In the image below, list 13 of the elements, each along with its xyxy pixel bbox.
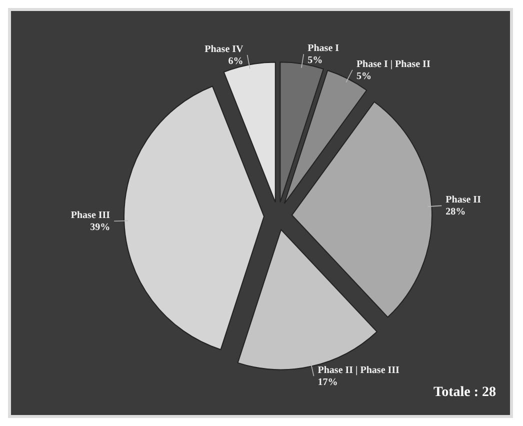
data-label: 28%	[446, 206, 466, 218]
slice-label: Phase III	[70, 210, 110, 222]
data-label: 5%	[308, 55, 323, 66]
slice-label: Phase IV	[204, 44, 244, 55]
slice-label: Phase I | Phase II	[356, 58, 430, 70]
slice-label: Phase II | Phase III	[318, 365, 400, 376]
data-label: 6%	[228, 56, 244, 67]
data-label: 39%	[90, 222, 110, 234]
data-label: 17%	[318, 377, 338, 388]
slice-label: Phase II	[446, 194, 482, 206]
data-label: 5%	[356, 70, 372, 82]
slice-label: Phase I	[308, 43, 340, 54]
text: Totale : 28	[434, 385, 496, 401]
